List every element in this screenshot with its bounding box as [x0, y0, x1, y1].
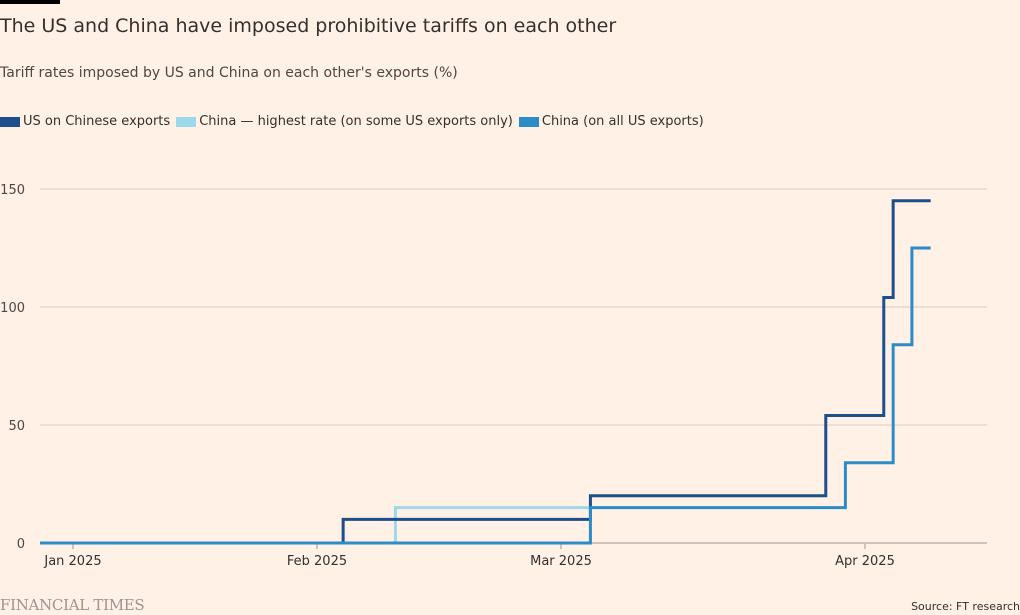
- legend-item-us: US on Chinese exports: [0, 114, 170, 129]
- legend-item-china-all: China (on all US exports): [518, 114, 704, 129]
- chart-title: The US and China have imposed prohibitiv…: [0, 15, 617, 37]
- x-axis: Jan 2025 Feb 2025 Mar 2025 Apr 2025: [40, 542, 987, 569]
- series-line-2: [40, 246, 931, 545]
- series-line-1: [393, 506, 591, 543]
- x-tick-label: Feb 2025: [287, 554, 347, 569]
- legend-label-us: US on Chinese exports: [23, 114, 171, 129]
- source-note: Source: FT research: [911, 600, 1020, 613]
- y-tick-label: 100: [0, 301, 25, 316]
- brand-bar: [0, 0, 60, 4]
- series-line-0: [40, 199, 931, 545]
- series-lines: [40, 199, 931, 545]
- ft-logo: FINANCIAL TIMES: [0, 596, 145, 614]
- legend-swatch-china-highest: [176, 116, 197, 127]
- legend: US on Chinese exports China — highest ra…: [0, 114, 710, 129]
- y-tick-label: 150: [0, 183, 25, 198]
- x-tick-label: Apr 2025: [835, 554, 895, 569]
- gridlines: [40, 188, 987, 426]
- x-tick-label: Mar 2025: [530, 554, 592, 569]
- x-tick-label: Jan 2025: [43, 554, 101, 569]
- legend-item-china-highest: China — highest rate (on some US exports…: [176, 114, 513, 129]
- y-tick-label: 50: [8, 419, 25, 434]
- y-axis: 0 50 100 150: [0, 183, 25, 552]
- legend-label-china-all: China (on all US exports): [541, 114, 704, 129]
- chart-subtitle: Tariff rates imposed by US and China on …: [0, 65, 458, 81]
- legend-label-china-highest: China — highest rate (on some US exports…: [199, 114, 513, 129]
- legend-swatch-china-all: [518, 116, 539, 127]
- legend-swatch-us: [0, 116, 20, 127]
- y-tick-label: 0: [17, 537, 25, 552]
